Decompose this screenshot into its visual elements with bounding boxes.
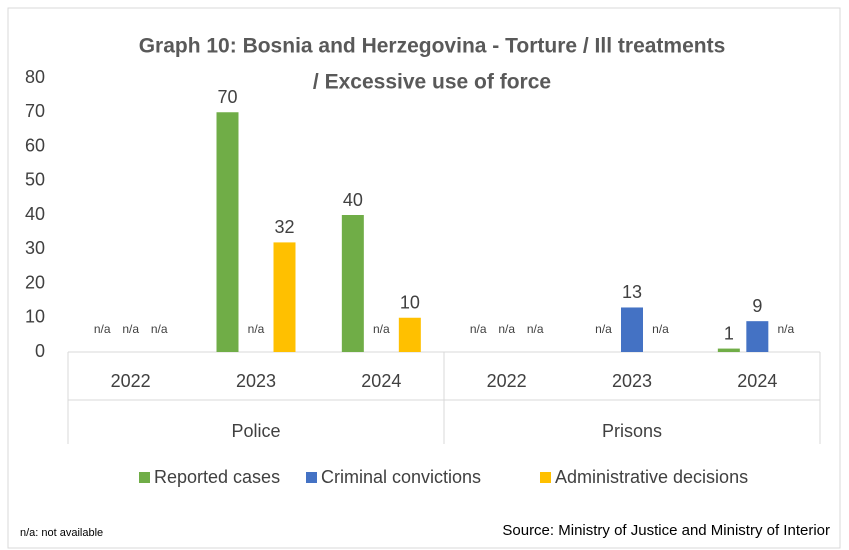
legend-label: Criminal convictions (321, 467, 481, 487)
x-tick-label: 2024 (361, 371, 401, 391)
bar (398, 317, 421, 352)
value-label: n/a (470, 322, 487, 336)
source: Source: Ministry of Justice and Ministry… (502, 522, 830, 539)
value-label: 32 (274, 217, 294, 237)
value-label: 10 (400, 293, 420, 313)
y-tick-label: 30 (25, 238, 45, 258)
value-label: n/a (94, 322, 111, 336)
y-tick-label: 80 (25, 67, 45, 87)
value-label: n/a (527, 322, 544, 336)
x-tick-label: 2023 (612, 371, 652, 391)
bar (717, 348, 740, 352)
group-label: Police (231, 421, 280, 441)
group-label: Prisons (602, 421, 662, 441)
chart-title: / Excessive use of force (313, 71, 551, 94)
value-label: 13 (622, 282, 642, 302)
value-label: n/a (373, 322, 390, 336)
x-tick-label: 2022 (487, 371, 527, 391)
value-label: 40 (343, 190, 363, 210)
y-tick-label: 40 (25, 204, 45, 224)
value-label: n/a (652, 322, 669, 336)
x-tick-label: 2023 (236, 371, 276, 391)
y-tick-label: 70 (25, 101, 45, 121)
value-label: 1 (724, 323, 734, 343)
value-label: n/a (151, 322, 168, 336)
value-label: 70 (217, 87, 237, 107)
legend-swatch (540, 472, 551, 483)
bar (273, 242, 296, 352)
y-tick-label: 10 (25, 307, 45, 327)
legend-swatch (139, 472, 150, 483)
chart-title: Graph 10: Bosnia and Herzegovina - Tortu… (139, 35, 726, 58)
x-tick-label: 2024 (737, 371, 777, 391)
legend-swatch (306, 472, 317, 483)
x-tick-label: 2022 (111, 371, 151, 391)
footnote: n/a: not available (20, 527, 103, 539)
y-tick-label: 0 (35, 341, 45, 361)
legend-label: Reported cases (154, 467, 280, 487)
legend-label: Administrative decisions (555, 467, 748, 487)
bar (341, 215, 364, 352)
value-label: n/a (595, 322, 612, 336)
chart-border (7, 7, 841, 549)
y-tick-label: 60 (25, 135, 45, 155)
bar (621, 307, 643, 352)
value-label: n/a (122, 322, 139, 336)
value-label: n/a (498, 322, 515, 336)
y-tick-label: 50 (25, 170, 45, 190)
value-label: 9 (752, 296, 762, 316)
value-label: n/a (248, 322, 265, 336)
y-tick-label: 20 (25, 272, 45, 292)
value-label: n/a (777, 322, 794, 336)
bar (746, 321, 769, 352)
bar (216, 112, 239, 352)
